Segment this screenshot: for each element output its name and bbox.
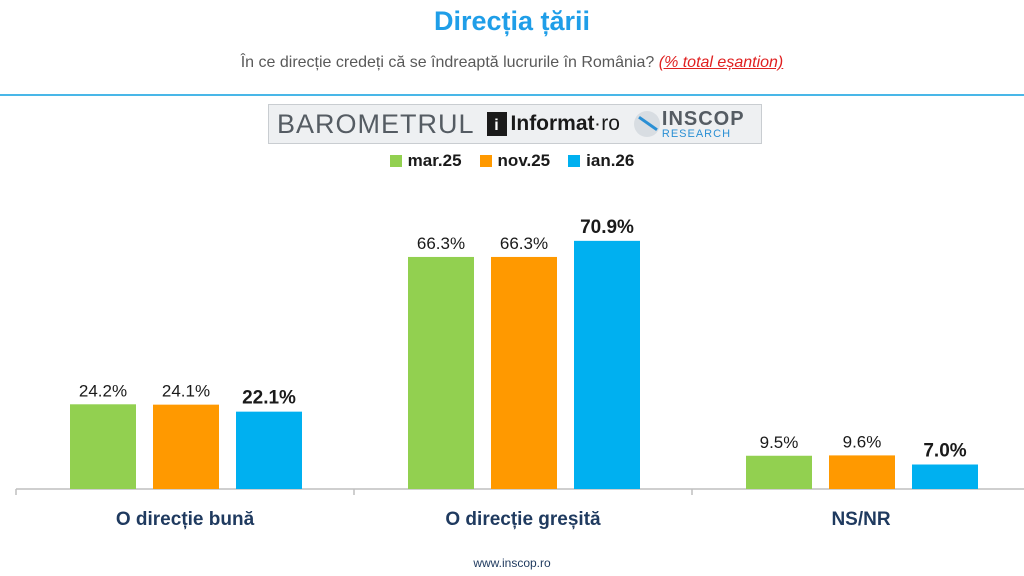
bar-mar25-1 <box>408 256 474 489</box>
header-divider <box>0 94 1024 96</box>
legend-label-nov25: nov.25 <box>497 151 551 170</box>
bar-ian26-2 <box>912 464 978 489</box>
bar-mar25-2 <box>746 455 812 489</box>
data-label: 9.5% <box>760 433 799 452</box>
data-label: 9.6% <box>843 432 882 451</box>
data-label: 7.0% <box>923 441 966 462</box>
data-label: 66.3% <box>417 234 465 253</box>
data-label: 24.1% <box>162 382 210 401</box>
legend-label-mar25: mar.25 <box>407 151 462 170</box>
bar-ian26-1 <box>574 240 640 489</box>
informat-logo-domain: ro <box>601 112 620 135</box>
inscop-logo-name: INSCOP <box>661 107 745 130</box>
informat-logo-name: Informat <box>510 112 595 135</box>
bar-nov25-0 <box>153 404 219 489</box>
page-title: Direcția țării <box>433 6 591 36</box>
legend-item-mar25: mar.25 <box>389 151 462 171</box>
legend-swatch-nov25 <box>479 155 492 167</box>
data-label: 66.3% <box>500 234 548 253</box>
informat-logo-icon: i <box>486 112 507 136</box>
legend-swatch-ian26 <box>568 155 581 167</box>
question-subtitle: În ce direcție credeți că se îndreaptă l… <box>0 54 1024 72</box>
question-text: În ce direcție credeți că se îndreaptă l… <box>240 54 655 71</box>
barometer-logo-text: BAROMETRUL <box>277 108 475 139</box>
legend-swatch-mar25 <box>389 155 402 167</box>
legend-item-nov25: nov.25 <box>479 151 551 171</box>
category-label: O direcție bună <box>116 509 255 530</box>
inscop-logo-sub: RESEARCH <box>661 127 732 140</box>
bar-mar25-0 <box>70 404 136 489</box>
barometer-logo-bar: BAROMETRUL i Informat · ro INSCOP RESEARCH <box>268 104 762 144</box>
inscop-logo: INSCOP RESEARCH <box>633 107 745 140</box>
bar-ian26-0 <box>236 411 302 489</box>
bar-nov25-1 <box>491 256 557 489</box>
chart-legend: mar.25 nov.25 ian.26 <box>0 151 1024 171</box>
data-label: 24.2% <box>79 381 127 400</box>
footer-url: www.inscop.ro <box>473 556 551 570</box>
data-label: 22.1% <box>242 388 296 409</box>
informat-logo: i Informat · ro <box>486 112 620 136</box>
inscop-logo-icon <box>633 111 660 137</box>
category-label: NS/NR <box>831 509 890 530</box>
category-label: O direcție greșită <box>445 509 601 530</box>
legend-item-ian26: ian.26 <box>568 151 634 171</box>
data-label: 70.9% <box>580 217 634 238</box>
sample-note: (% total eșantion) <box>658 54 784 71</box>
bar-nov25-2 <box>829 455 895 489</box>
legend-label-ian26: ian.26 <box>586 151 635 170</box>
